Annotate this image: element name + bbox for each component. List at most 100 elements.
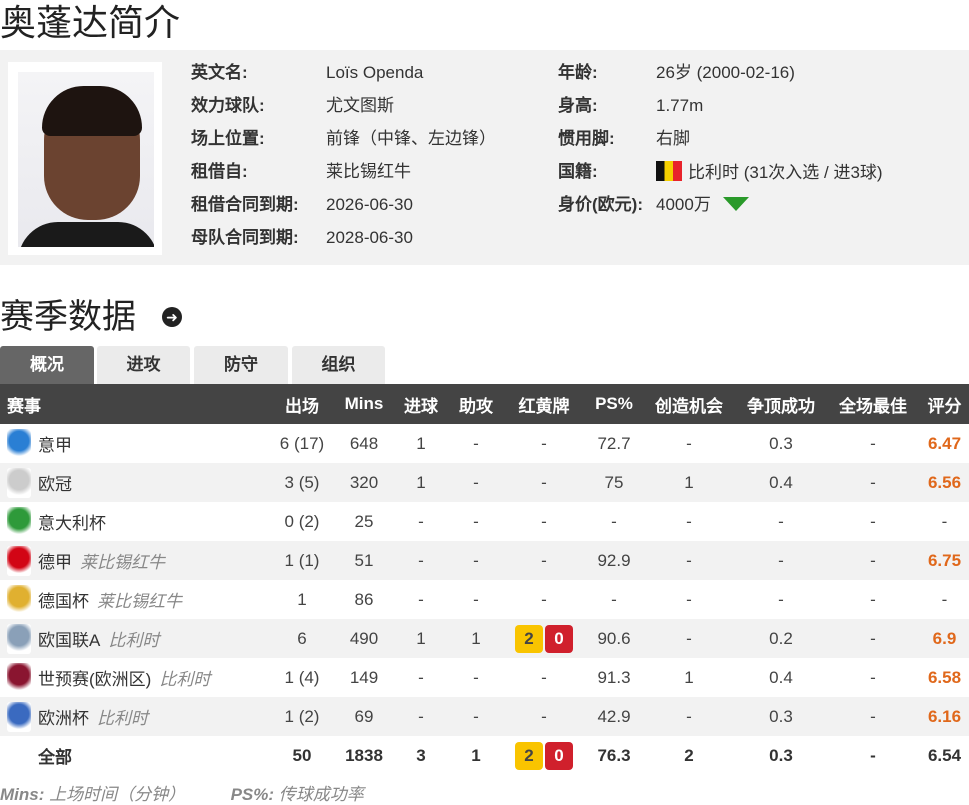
competition-cell: 意甲 <box>38 424 268 463</box>
league-icon-cell <box>0 463 38 502</box>
column-header[interactable]: PS% <box>586 384 642 424</box>
tab-0[interactable]: 概况 <box>0 346 94 384</box>
league-icon-cell <box>0 619 38 658</box>
column-header[interactable]: 创造机会 <box>642 384 736 424</box>
competition-cell: 德国杯 莱比锡红牛 <box>38 580 268 619</box>
wc-qualifiers-logo <box>7 662 31 693</box>
section-title: 赛季数据 <box>0 298 136 336</box>
red-card-count: 0 <box>545 741 573 770</box>
team-name[interactable]: 比利时 <box>108 631 160 650</box>
league-icon-cell <box>0 658 38 697</box>
stat-chances: - <box>686 433 692 453</box>
competition-name[interactable]: 欧国联A <box>38 631 101 650</box>
stat-ps: 42.9 <box>586 697 642 736</box>
stat-mins: 86 <box>354 589 374 609</box>
stat-ps: 91.3 <box>597 667 631 687</box>
column-header[interactable]: 赛事 <box>0 384 268 424</box>
stat-rating: 6.16 <box>920 697 969 736</box>
column-header[interactable]: 全场最佳 <box>826 384 920 424</box>
stat-goals: 1 <box>392 463 450 502</box>
stat-mins: 51 <box>336 541 392 580</box>
competition-cell: 欧国联A 比利时 <box>38 619 268 658</box>
stat-goals: - <box>392 541 450 580</box>
stat-chances: - <box>686 511 692 531</box>
info-value: 2026-06-30 <box>326 195 413 214</box>
bundesliga-logo <box>7 545 31 576</box>
info-label: 租借合同到期: <box>191 195 299 214</box>
competition-name[interactable]: 意大利杯 <box>38 514 106 533</box>
stat-chances: - <box>642 697 736 736</box>
tab-1[interactable]: 进攻 <box>97 346 190 384</box>
stat-motm: - <box>870 667 876 687</box>
column-header[interactable]: 评分 <box>920 384 969 424</box>
stat-assists: - <box>450 541 502 580</box>
total-motm: - <box>826 736 920 775</box>
column-header[interactable]: 出场 <box>268 384 336 424</box>
stat-chances: - <box>642 619 736 658</box>
column-header[interactable]: 红黄牌 <box>502 384 586 424</box>
stat-rating: 6.56 <box>920 463 969 502</box>
serie-a-logo <box>7 428 31 459</box>
dfb-pokal-logo <box>7 584 31 615</box>
total-aerial: 0.3 <box>736 736 826 775</box>
competition-name[interactable]: 德国杯 <box>38 592 89 611</box>
column-header[interactable]: 助攻 <box>450 384 502 424</box>
column-header[interactable]: 争顶成功 <box>736 384 826 424</box>
stat-assists: - <box>450 697 502 736</box>
info-value: 2028-06-30 <box>326 228 413 247</box>
stat-assists: 1 <box>450 619 502 658</box>
team-name[interactable]: 莱比锡红牛 <box>97 592 182 611</box>
stat-motm: - <box>826 463 920 502</box>
stat-apps: 1 (2) <box>268 697 336 736</box>
tab-3[interactable]: 组织 <box>292 346 385 384</box>
stat-aerial: - <box>778 589 784 609</box>
team-name[interactable]: 莱比锡红牛 <box>80 553 165 572</box>
table-row[interactable]: 欧冠 3 (5) 320 1- -75 1 0.4-6.56 <box>0 463 969 502</box>
stat-goals: 1 <box>416 433 426 453</box>
stat-motm: - <box>826 697 920 736</box>
table-row[interactable]: 欧国联A 比利时 6 490 1 1 2 0 90.6-0.2-6.9 <box>0 619 969 658</box>
trend-down-icon <box>722 197 749 211</box>
total-rating: 6.54 <box>920 736 969 775</box>
info-value: 右脚 <box>656 129 690 148</box>
table-row[interactable]: 意大利杯 0 (2) 25 - - - - - - - - <box>0 502 969 541</box>
stat-aerial: 0.4 <box>736 463 826 502</box>
arrow-right-circle-icon[interactable]: ➜ <box>162 307 182 327</box>
competition-name[interactable]: 世预赛(欧洲区) <box>38 670 152 689</box>
total-goals: 3 <box>392 736 450 775</box>
competition-name[interactable]: 意甲 <box>38 436 72 455</box>
table-row[interactable]: 意甲 6 (17) 648 1 - - 72.7 - 0.3 - 6.47 <box>0 424 969 463</box>
table-row[interactable]: 世预赛(欧洲区) 比利时 1 (4) 149 - - - 91.3 1 0.4 - 6.58 <box>0 658 969 697</box>
table-row[interactable]: 德国杯 莱比锡红牛 1 86 - - - - - - - - <box>0 580 969 619</box>
stat-mins: 25 <box>354 511 374 531</box>
competition-name[interactable]: 欧冠 <box>38 475 72 494</box>
info-label: 场上位置: <box>191 129 265 148</box>
tab-2[interactable]: 防守 <box>194 346 288 384</box>
competition-name[interactable]: 欧洲杯 <box>38 709 89 728</box>
stat-motm: - <box>870 433 876 453</box>
info-label: 国籍: <box>558 162 598 181</box>
stat-cards: - <box>541 433 547 453</box>
info-label: 身价(欧元): <box>558 195 643 214</box>
team-name[interactable]: 比利时 <box>97 709 148 728</box>
stat-cards: - <box>502 541 586 580</box>
table-row[interactable]: 欧洲杯 比利时 1 (2) 69- - -42.9-0.3-6.16 <box>0 697 969 736</box>
column-header[interactable]: Mins <box>336 384 392 424</box>
euro-logo <box>7 701 31 732</box>
info-value: 莱比锡红牛 <box>326 162 411 181</box>
table-row[interactable]: 德甲 莱比锡红牛 1 (1) 51- - -92.9- - -6.75 <box>0 541 969 580</box>
info-label: 租借自: <box>191 162 248 181</box>
stat-apps: 0 (2) <box>284 511 320 531</box>
competition-name[interactable]: 德甲 <box>38 553 72 572</box>
stat-ps: 90.6 <box>586 619 642 658</box>
column-header[interactable]: 进球 <box>392 384 450 424</box>
team-name[interactable]: 比利时 <box>159 670 211 689</box>
info-value: 比利时 (31次入选 / 进3球) <box>688 163 883 182</box>
stat-rating: 6.75 <box>920 541 969 580</box>
note-text: 传球成功率 <box>278 785 364 804</box>
stat-assists: - <box>473 589 479 609</box>
stat-motm: - <box>870 511 876 531</box>
note-key: Mins: <box>0 785 45 804</box>
competition-cell: 世预赛(欧洲区) 比利时 <box>38 658 268 697</box>
